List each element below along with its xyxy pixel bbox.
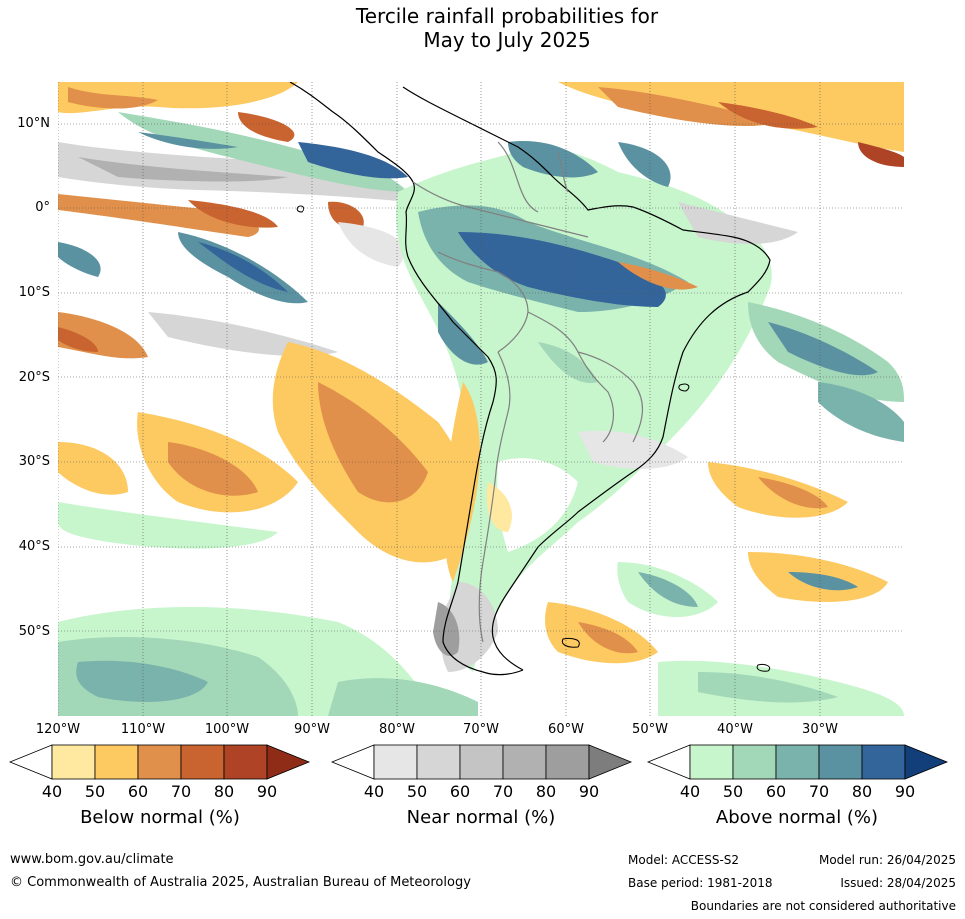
colorbar-title-near: Near normal (%) [406, 807, 556, 828]
colorbar-title-above: Above normal (%) [715, 807, 879, 828]
lon-label-120w: 120°W [35, 722, 81, 737]
footer-copyright: © Commonwealth of Australia 2025, Austra… [10, 875, 471, 890]
lon-label-60w: 60°W [548, 722, 584, 737]
lat-label-20s: 20°S [18, 370, 50, 385]
above-tick-80: 80 [851, 782, 873, 801]
lat-label-0: 0° [35, 200, 50, 215]
near-tick-90: 90 [578, 782, 600, 801]
below-tick-80: 80 [213, 782, 235, 801]
colorbar-below-normal [8, 744, 311, 780]
lon-label-70w: 70°W [463, 722, 499, 737]
footer-url[interactable]: www.bom.gov.au/climate [10, 852, 174, 867]
graticule [58, 82, 904, 716]
lon-label-50w: 50°W [632, 722, 668, 737]
footer-model-run: Model run: 26/04/2025 [818, 853, 956, 867]
lon-label-40w: 40°W [717, 722, 753, 737]
footer-issued: Issued: 28/04/2025 [840, 876, 956, 890]
lat-label-50s: 50°S [18, 624, 50, 639]
near-tick-70: 70 [492, 782, 514, 801]
colorbar-near-normal [330, 744, 633, 780]
colorbar-above-normal [646, 744, 949, 780]
lat-label-10n: 10°N [17, 116, 50, 131]
above-tick-50: 50 [722, 782, 744, 801]
below-tick-90: 90 [256, 782, 278, 801]
lon-label-30w: 30°W [802, 722, 838, 737]
lat-label-10s: 10°S [18, 285, 50, 300]
below-tick-60: 60 [127, 782, 149, 801]
lat-label-30s: 30°S [18, 454, 50, 469]
country-borders [412, 141, 644, 643]
colorbars [8, 744, 949, 780]
map-canvas [58, 82, 904, 716]
below-tick-40: 40 [41, 782, 63, 801]
near-tick-80: 80 [535, 782, 557, 801]
lon-label-100w: 100°W [204, 722, 250, 737]
above-tick-90: 90 [894, 782, 916, 801]
probability-fields [58, 82, 904, 716]
above-tick-40: 40 [679, 782, 701, 801]
near-tick-40: 40 [363, 782, 385, 801]
near-tick-50: 50 [406, 782, 428, 801]
above-tick-60: 60 [765, 782, 787, 801]
title-line-1: Tercile rainfall probabilities for [355, 4, 659, 28]
footer-model: Model: ACCESS-S2 [628, 853, 740, 867]
probability-map[interactable] [58, 82, 904, 716]
lon-label-80w: 80°W [379, 722, 415, 737]
above-tick-70: 70 [808, 782, 830, 801]
below-tick-50: 50 [84, 782, 106, 801]
islands [296, 205, 771, 672]
coastlines [289, 82, 771, 676]
below-tick-70: 70 [170, 782, 192, 801]
lat-label-40s: 40°S [18, 539, 50, 554]
title-line-2: May to July 2025 [423, 28, 591, 52]
lon-label-90w: 90°W [294, 722, 330, 737]
footer-base-period: Base period: 1981-2018 [628, 876, 773, 890]
footer-boundaries-note: Boundaries are not considered authoritat… [690, 899, 956, 913]
map-title: Tercile rainfall probabilities for May t… [0, 4, 965, 52]
lon-label-110w: 110°W [120, 722, 166, 737]
near-tick-60: 60 [449, 782, 471, 801]
colorbar-title-below: Below normal (%) [80, 807, 240, 828]
